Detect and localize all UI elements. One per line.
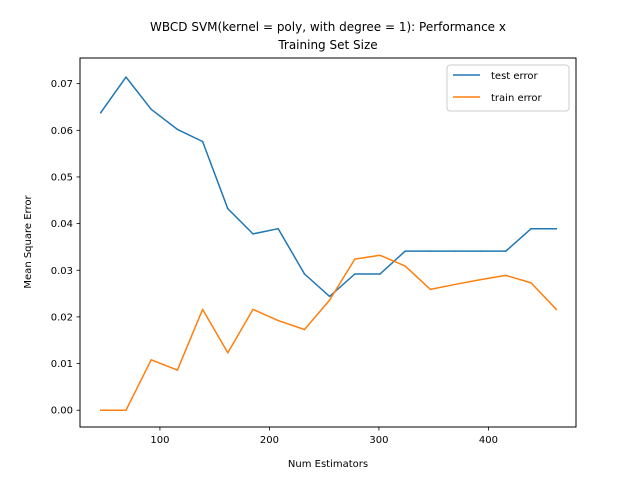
ticks-layer: 100 200 300 400 0.00 0.01 0.02 0.03 0.04 0.05 0.06…	[51, 79, 498, 446]
data-point-test-error	[227, 207, 229, 210]
chart-title-line-1: WBCD SVM(kernel = poly, with degree = 1)…	[150, 20, 506, 34]
data-point-train-error	[505, 274, 507, 277]
axes-frame	[79, 57, 577, 428]
legend-label-train-error: train error	[491, 93, 543, 104]
data-point-train-error	[379, 254, 381, 257]
data-point-test-error	[303, 273, 306, 275]
y-tick-label: 0.06	[51, 126, 73, 137]
data-point-test-error	[530, 227, 532, 230]
data-point-test-error	[176, 128, 179, 131]
y-tick-label: 0.02	[51, 312, 73, 323]
data-point-test-error	[150, 108, 152, 111]
data-point-test-error	[354, 273, 356, 275]
y-tick-label: 0.01	[51, 359, 73, 370]
data-point-test-error	[100, 111, 102, 114]
x-axis-label: Num Estimators	[288, 459, 368, 470]
chart-title-line-2: Training Set Size	[277, 38, 377, 52]
legend-label-test-error: test error	[491, 71, 538, 82]
data-point-train-error	[227, 352, 229, 354]
y-tick-label: 0.03	[51, 266, 73, 277]
data-point-test-error	[404, 250, 406, 252]
data-point-train-error	[328, 299, 331, 301]
data-point-train-error	[354, 258, 356, 260]
data-point-train-error	[404, 265, 406, 267]
y-axis-label: Mean Square Error	[23, 195, 34, 289]
x-tick-label: 200	[260, 435, 279, 446]
data-point-test-error	[479, 250, 482, 252]
data-point-train-error	[530, 282, 532, 284]
data-point-train-error	[454, 283, 457, 286]
data-point-test-error	[328, 295, 331, 298]
data-point-train-error	[125, 409, 127, 411]
data-point-train-error	[479, 278, 482, 281]
data-point-train-error	[303, 328, 306, 331]
y-tick-label: 0.05	[51, 172, 73, 183]
x-tick-label: 300	[369, 435, 388, 446]
data-point-train-error	[100, 409, 102, 411]
y-tick-label: 0.00	[51, 406, 73, 417]
data-point-train-error	[252, 308, 254, 311]
x-tick-label: 400	[479, 435, 498, 446]
data-point-train-error	[277, 319, 279, 322]
x-tick-label: 100	[150, 435, 169, 446]
legend: test error train error	[446, 64, 570, 112]
data-point-train-error	[555, 308, 558, 311]
data-point-train-error	[429, 288, 432, 291]
y-tick-label: 0.07	[51, 79, 73, 90]
data-point-test-error	[125, 76, 127, 78]
data-point-test-error	[429, 250, 432, 252]
series-layer	[99, 76, 558, 411]
data-point-test-error	[252, 233, 254, 235]
data-point-train-error	[201, 308, 204, 311]
data-point-test-error	[379, 273, 381, 275]
legend-box	[446, 64, 570, 112]
data-point-test-error	[201, 140, 204, 143]
y-tick-label: 0.04	[51, 219, 73, 230]
data-point-test-error	[555, 227, 558, 230]
data-point-train-error	[150, 359, 152, 361]
data-point-train-error	[176, 369, 179, 371]
data-point-test-error	[454, 250, 457, 252]
data-point-test-error	[505, 250, 507, 252]
data-point-test-error	[277, 227, 279, 230]
